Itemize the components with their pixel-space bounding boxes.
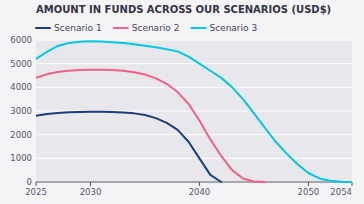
series-line — [36, 112, 221, 182]
y-tick-label: 2000 — [10, 130, 32, 140]
y-tick-label: 0 — [27, 177, 32, 187]
x-tick-label: 2054 — [330, 187, 352, 197]
x-tick — [36, 182, 37, 186]
grid-line — [36, 182, 352, 183]
legend-label: Scenario 2 — [132, 23, 180, 33]
y-tick-label: 1000 — [10, 153, 32, 163]
plot-area — [36, 40, 352, 182]
legend: Scenario 1 Scenario 2 Scenario 3 — [36, 23, 257, 33]
legend-label: Scenario 3 — [209, 23, 257, 33]
grid-line — [36, 87, 352, 88]
legend-swatch — [191, 27, 205, 29]
x-tick-label: 2040 — [189, 187, 211, 197]
x-tick-label: 2030 — [80, 187, 102, 197]
background — [0, 0, 364, 204]
y-tick-label: 6000 — [10, 35, 32, 45]
legend-swatch — [114, 27, 128, 29]
grid-line — [36, 63, 352, 64]
legend-swatch — [36, 27, 50, 29]
x-axis — [36, 182, 352, 183]
x-tick — [90, 182, 91, 186]
x-tick-label: 2025 — [25, 187, 47, 197]
grid-line — [36, 134, 352, 135]
x-tick-label: 2050 — [298, 187, 320, 197]
x-tick — [199, 182, 200, 186]
title: AMOUNT IN FUNDS ACROSS OUR SCENARIOS (US… — [36, 4, 331, 15]
chart: AMOUNT IN FUNDS ACROSS OUR SCENARIOS (US… — [0, 0, 364, 204]
grid-line — [36, 158, 352, 159]
y-tick-label: 4000 — [10, 82, 32, 92]
lines — [36, 41, 352, 182]
grid-line — [36, 40, 352, 41]
y-tick-label: 5000 — [10, 59, 32, 69]
series-line — [36, 41, 352, 182]
y-tick-label: 3000 — [10, 106, 32, 116]
legend-label: Scenario 1 — [54, 23, 102, 33]
x-tick — [308, 182, 309, 186]
